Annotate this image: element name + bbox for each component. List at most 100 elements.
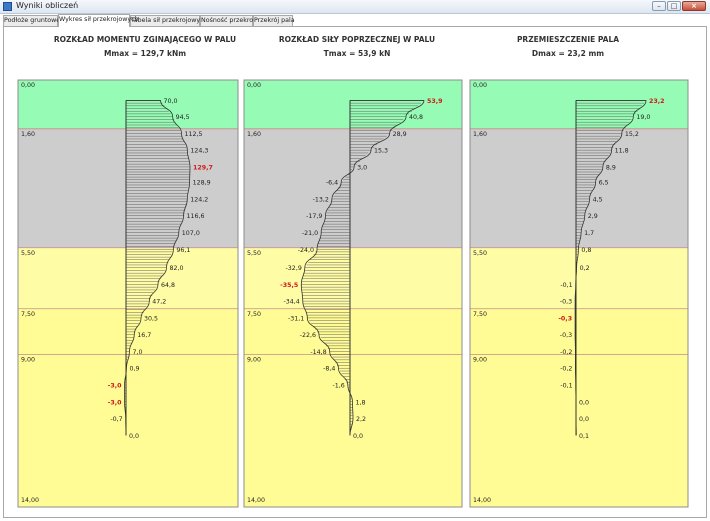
value-label: 15,3	[374, 148, 388, 155]
value-label: 7,0	[132, 349, 142, 356]
value-label: -13,2	[313, 196, 329, 203]
diagram-title: PRZEMIESZCZENIE PALA	[517, 35, 619, 44]
minimize-icon[interactable]: –	[652, 1, 666, 11]
depth-label: 14,00	[21, 497, 39, 504]
value-label: 2,9	[588, 213, 598, 220]
tab-wykres-sil-przekrojowych[interactable]: Wykres sił przekrojowych	[58, 14, 139, 27]
value-label: 0,0	[353, 433, 363, 440]
value-label: 47,2	[152, 299, 166, 306]
soil-layer-4	[470, 308, 688, 507]
value-label: 94,5	[176, 114, 190, 121]
value-label: 112,5	[185, 131, 203, 138]
value-label: 64,8	[161, 282, 175, 289]
value-label: -0,3	[560, 299, 572, 306]
diagram-curve	[124, 100, 191, 436]
value-label: -0,1	[560, 383, 572, 390]
value-label: 4,5	[593, 196, 603, 203]
max-value-label: 53,9	[427, 98, 443, 105]
value-label: -21,0	[302, 230, 318, 237]
max-value-label: -35,5	[280, 282, 298, 289]
value-label: 0,1	[579, 433, 589, 440]
soil-layer-2	[18, 128, 238, 248]
value-label: -31,1	[288, 315, 304, 322]
soil-layer-3	[244, 247, 462, 309]
depth-label: 1,60	[21, 131, 35, 138]
value-label: 96,1	[176, 247, 190, 254]
close-icon[interactable]: ×	[682, 1, 706, 11]
value-label: 15,2	[625, 131, 639, 138]
tab-tabela-sil-przekrojowych[interactable]: Tabela sił przekrojowych	[130, 15, 208, 26]
max-value-label: 23,2	[649, 98, 665, 105]
value-label: 11,8	[615, 148, 629, 155]
value-label: 107,0	[182, 230, 200, 237]
value-label: 40,8	[409, 114, 423, 121]
value-label: -32,9	[286, 265, 302, 272]
tab-nosnosc-przekroju[interactable]: Nośność przekroju	[200, 15, 259, 26]
depth-label: 7,50	[21, 311, 35, 318]
soil-layer-3	[470, 247, 688, 309]
max-value-label: -3,0	[108, 399, 122, 406]
value-label: 8,9	[606, 164, 616, 171]
diagram-title: ROZKŁAD MOMENTU ZGINAJĄCEGO W PALU	[54, 35, 236, 44]
value-label: -6,4	[326, 180, 338, 187]
maximize-icon[interactable]: □	[667, 1, 681, 11]
window-titlebar: Wyniki obliczeń – □ ×	[0, 0, 710, 14]
diagram-title: ROZKŁAD SIŁY POPRZECZNEJ W PALU	[279, 35, 435, 44]
value-label: 124,3	[190, 148, 208, 155]
diagram-frame	[469, 79, 689, 508]
max-value-label: 129,7	[193, 164, 213, 171]
diagram-subtitle: Dmax = 23,2 mm	[532, 49, 604, 58]
depth-label: 9,00	[21, 357, 35, 364]
value-label: 3,0	[357, 164, 367, 171]
value-label: 0,8	[581, 247, 591, 254]
depth-label: 0,00	[247, 82, 261, 89]
value-label: -1,6	[333, 383, 345, 390]
value-label: 30,5	[144, 315, 158, 322]
tab-przekroj-pala[interactable]: Przekrój pala	[253, 15, 295, 26]
value-label: 124,2	[190, 196, 208, 203]
window-title: Wyniki obliczeń	[16, 1, 79, 10]
diagram-frame	[243, 79, 463, 508]
value-label: 70,0	[164, 98, 178, 105]
max-value-label: -3,0	[108, 383, 122, 390]
depth-label: 7,50	[247, 311, 261, 318]
value-label: 16,7	[137, 332, 151, 339]
tab-podloze-gruntowe[interactable]: Podłoże gruntowe	[3, 15, 61, 26]
value-label: -17,9	[306, 213, 322, 220]
soil-layer-2	[470, 128, 688, 248]
depth-label: 9,00	[247, 357, 261, 364]
depth-label: 5,50	[247, 250, 261, 257]
soil-layer-4	[18, 308, 238, 507]
soil-layer-1	[18, 80, 238, 129]
value-label: 116,6	[187, 213, 205, 220]
soil-layer-1	[244, 80, 462, 129]
value-label: -24,0	[298, 247, 314, 254]
depth-label: 7,50	[473, 311, 487, 318]
value-label: -0,2	[560, 366, 572, 373]
depth-label: 1,60	[247, 131, 261, 138]
value-label: -22,6	[300, 332, 316, 339]
value-label: 128,9	[193, 180, 211, 187]
value-label: 19,0	[636, 114, 650, 121]
value-label: 2,2	[356, 416, 366, 423]
depth-label: 1,60	[473, 131, 487, 138]
value-label: 0,9	[129, 366, 139, 373]
soil-layer-3	[18, 247, 238, 309]
value-label: 28,9	[393, 131, 407, 138]
depth-label: 5,50	[473, 250, 487, 257]
value-label: -14,8	[310, 349, 326, 356]
value-label: -0,2	[560, 349, 572, 356]
value-label: -34,4	[283, 299, 299, 306]
value-label: 0,2	[580, 265, 590, 272]
depth-label: 14,00	[247, 497, 265, 504]
app-icon	[3, 2, 12, 11]
depth-label: 9,00	[473, 357, 487, 364]
diagram-curve	[300, 100, 425, 436]
diagram-subtitle: Mmax = 129,7 kNm	[104, 49, 186, 58]
depth-label: 5,50	[21, 250, 35, 257]
soil-layer-1	[470, 80, 688, 129]
depth-label: 0,00	[473, 82, 487, 89]
value-label: -0,7	[110, 416, 122, 423]
value-label: 6,5	[599, 180, 609, 187]
